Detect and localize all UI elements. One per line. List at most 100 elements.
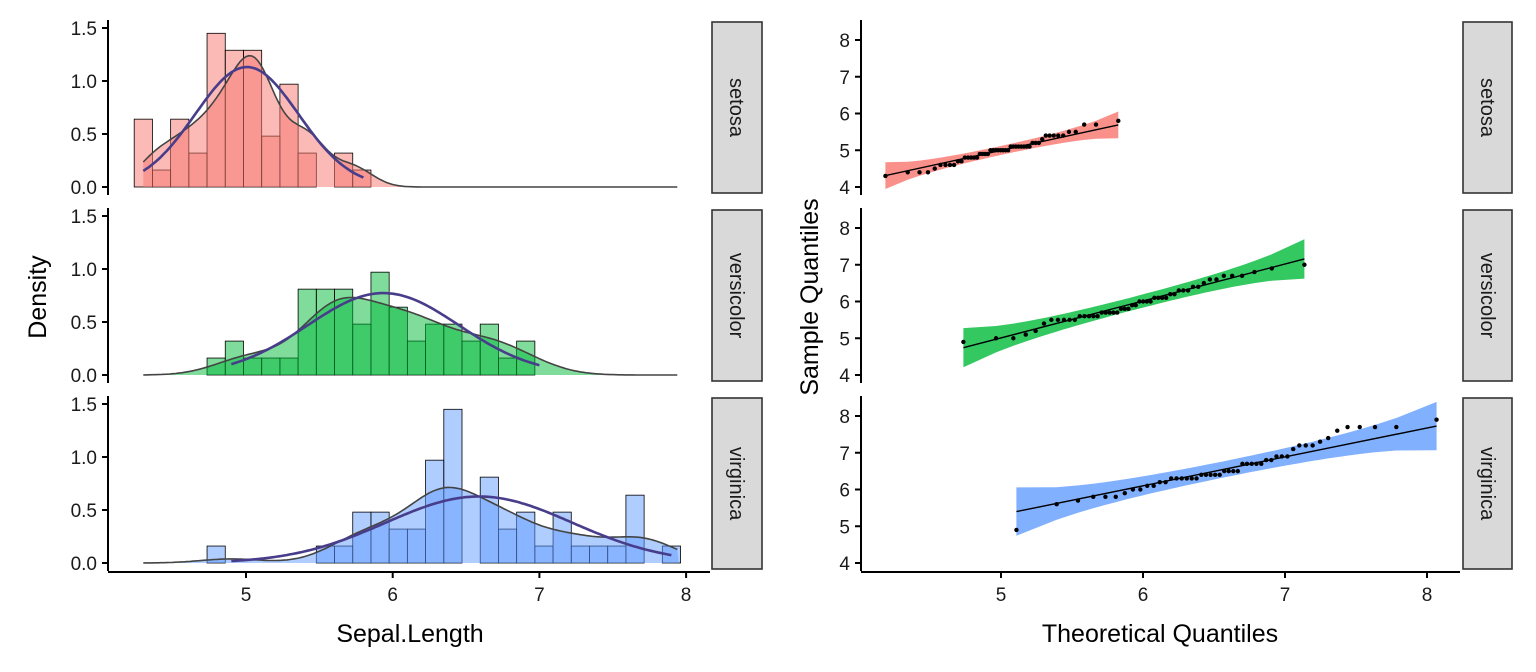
- qq-point: [1214, 277, 1219, 282]
- qq-point: [1144, 299, 1150, 304]
- qq-facet-versicolor: 4 5 6 7 8 versicolor: [839, 208, 1513, 387]
- y-tick-label: 0.0: [71, 366, 97, 387]
- qq-point: [1133, 302, 1138, 308]
- qq-point: [1005, 148, 1011, 153]
- right-x-axis-title: Theoretical Quantiles: [1042, 620, 1278, 648]
- qq-point: [1252, 269, 1257, 275]
- qq-point: [1095, 314, 1100, 319]
- qq-point: [1040, 137, 1045, 142]
- qq-point: [1099, 310, 1104, 315]
- qq-point: [1061, 317, 1067, 323]
- normal-curve: [230, 291, 540, 367]
- qq-point: [1107, 310, 1112, 315]
- qq-point: [1279, 454, 1285, 459]
- qq-point: [1226, 468, 1231, 474]
- qq-point: [1291, 446, 1296, 452]
- qq-point: [1231, 468, 1236, 474]
- qq-point: [1072, 317, 1078, 323]
- y-tick-label: 0.0: [71, 554, 97, 575]
- qq-point: [1254, 461, 1259, 466]
- qq-point: [1203, 472, 1209, 477]
- qq-point: [1103, 494, 1108, 500]
- y-tick-label: 7: [839, 68, 850, 89]
- qq-point: [1061, 133, 1066, 138]
- qq-point: [1156, 295, 1161, 301]
- qq-point: [1023, 332, 1028, 337]
- qq-point: [1317, 439, 1323, 444]
- y-tick-label: 8: [839, 219, 850, 240]
- qq-point: [1157, 479, 1162, 485]
- qq-point: [1434, 417, 1439, 422]
- qq-point: [1235, 468, 1241, 474]
- qq-point: [1176, 288, 1182, 293]
- qq-point: [1199, 472, 1204, 477]
- qq-point: [1111, 310, 1116, 315]
- right-y-axis-title: Sample Quantiles: [796, 198, 824, 395]
- qq-point: [932, 166, 937, 171]
- normal-curve: [142, 65, 364, 179]
- y-tick-label: 1.5: [71, 207, 97, 228]
- qq-point: [1310, 443, 1315, 448]
- qq-point: [1086, 314, 1092, 319]
- qq-point: [1269, 457, 1274, 463]
- qq-point: [1093, 122, 1099, 127]
- qq-point: [1303, 443, 1308, 448]
- y-tick-label: 7: [839, 256, 850, 277]
- qq-point: [1269, 266, 1274, 271]
- qq-point: [1168, 291, 1173, 297]
- qq-point: [1091, 494, 1096, 500]
- qq-point: [947, 162, 953, 168]
- facet-versicolor: 0.0 0.5 1.0 1.5 versicolor: [71, 207, 763, 387]
- qq-point: [1130, 487, 1136, 492]
- qq-point: [1194, 476, 1199, 481]
- qq-point: [925, 170, 931, 175]
- qq-point: [1249, 461, 1254, 466]
- qq-point: [1047, 133, 1052, 138]
- y-tick-label: 6: [839, 105, 850, 126]
- qq-point: [985, 151, 991, 157]
- qq-point: [1326, 435, 1331, 441]
- qq-point: [1066, 129, 1072, 135]
- density-area: [143, 55, 679, 188]
- qq-point: [938, 162, 943, 168]
- qq-point: [1113, 494, 1118, 500]
- facet-virginica: 0.0 0.5 1.0 1.5 virginica: [71, 395, 763, 575]
- qq-point: [1049, 317, 1054, 323]
- x-tick-label: 7: [1280, 585, 1291, 606]
- qq-point: [1067, 317, 1072, 323]
- qq-point: [943, 162, 948, 168]
- y-tick-label: 5: [839, 329, 850, 350]
- qq-point: [1115, 310, 1120, 315]
- qq-point: [961, 339, 966, 345]
- facet-strip: [1462, 21, 1513, 194]
- x-tick-label: 6: [387, 585, 398, 606]
- qq-point: [1302, 262, 1307, 267]
- qq-point: [917, 170, 922, 175]
- facet-strip: [1462, 209, 1513, 382]
- facet-strip-label: versicolor: [1476, 253, 1498, 339]
- qq-point: [1163, 295, 1169, 301]
- qq-point: [1181, 288, 1186, 293]
- qq-point: [1179, 476, 1184, 481]
- x-tick-label: 8: [681, 585, 692, 606]
- qq-panels: 4 5 6 7 8 setosa 4 5 6 7 8 versicolor 4 5 6 7 8 virginica…: [839, 20, 1513, 606]
- qq-point: [1122, 490, 1127, 496]
- qq-point: [1077, 314, 1082, 319]
- facet-strip-label: setosa: [725, 78, 747, 138]
- qq-point: [1274, 454, 1279, 459]
- qq-point: [1051, 133, 1056, 138]
- qq-point: [1357, 424, 1362, 430]
- qq-point: [1140, 299, 1146, 304]
- qq-point: [1190, 284, 1196, 289]
- qq-point: [974, 155, 980, 160]
- y-tick-label: 4: [839, 178, 850, 199]
- qq-point: [1201, 280, 1207, 286]
- qq-point: [1122, 306, 1127, 312]
- qq-point: [1372, 424, 1378, 430]
- y-tick-label: 0.5: [71, 501, 97, 522]
- qq-point: [1239, 273, 1245, 278]
- qq-point: [1172, 291, 1177, 297]
- qq-point: [1103, 310, 1108, 315]
- qq-facet-virginica: 4 5 6 7 8 virginica: [839, 396, 1513, 575]
- qq-point: [1159, 295, 1165, 301]
